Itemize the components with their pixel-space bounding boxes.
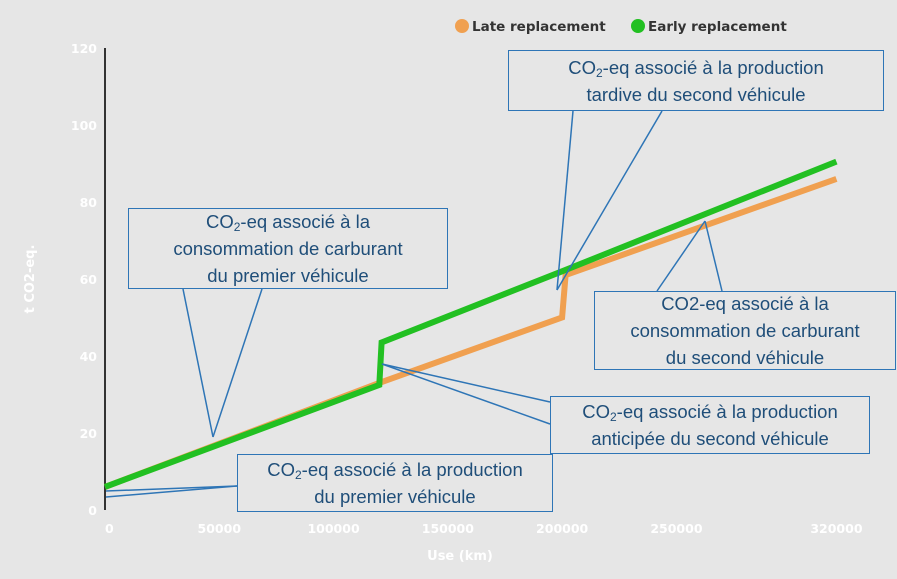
annotation-subscript: 2 <box>294 468 302 482</box>
annotation-text: du premier véhicule <box>314 486 476 507</box>
legend-swatch <box>631 19 645 33</box>
callout-leader-line <box>182 288 214 438</box>
annotation-subscript: 2 <box>609 410 617 424</box>
y-tick-label: 0 <box>88 503 97 518</box>
x-tick-label: 50000 <box>198 521 242 536</box>
legend-label: Late replacement <box>472 19 606 35</box>
annotation-fuel-second: CO2-eq associé à la consommation de carbu… <box>594 291 896 370</box>
annotation-text: CO2-eq associé à la <box>661 293 829 314</box>
annotation-text: CO <box>568 56 596 78</box>
annotation-line: CO2-eq associé à la production <box>568 54 824 81</box>
x-axis-ticks: 0 50000 100000 150000 200000 250000 320000 <box>105 521 863 536</box>
x-tick-label: 200000 <box>536 521 588 536</box>
annotation-line: CO2-eq associé à la <box>206 208 370 235</box>
annotation-text: consommation de carburant <box>173 238 403 259</box>
annotation-text: -eq associé à la <box>240 211 370 232</box>
annotation-text: consommation de carburant <box>630 320 860 341</box>
annotation-prod-first: CO2-eq associé à la production du premier… <box>237 454 553 512</box>
annotation-fuel-first: CO2-eq associé à la consommation de carbu… <box>128 208 448 289</box>
annotation-text: anticipée du second véhicule <box>591 428 829 449</box>
annotation-line: CO2-eq associé à la production <box>267 456 523 483</box>
annotation-text: tardive du second véhicule <box>586 83 806 105</box>
callout-leader-lines <box>105 110 723 498</box>
annotation-line: du premier véhicule <box>314 483 475 510</box>
annotation-prod-early: CO2-eq associé à la production anticipée … <box>550 396 870 454</box>
callout-leader-line <box>704 220 723 292</box>
annotation-line: du second véhicule <box>666 344 824 371</box>
annotation-line: anticipée du second véhicule <box>591 425 829 452</box>
callout-leader-line <box>556 110 663 291</box>
annotation-subscript: 2 <box>595 65 603 80</box>
x-axis-title: Use (km) <box>427 549 493 564</box>
y-tick-label: 60 <box>80 272 98 287</box>
callout-leader-line <box>381 363 551 425</box>
callout-leader-line <box>105 485 238 498</box>
annotation-prod-late: CO2-eq associé à la production tardive du… <box>508 50 884 111</box>
x-tick-label: 320000 <box>810 521 862 536</box>
annotation-text: CO <box>582 401 610 422</box>
annotation-text: -eq associé à la production <box>301 459 523 480</box>
annotation-text: CO <box>205 211 234 232</box>
callout-leader-line <box>105 485 238 492</box>
legend-label: Early replacement <box>648 19 787 35</box>
annotation-line: consommation de carburant <box>173 235 402 262</box>
y-axis-ticks: 0 20 40 60 80 100 120 <box>71 41 97 518</box>
annotation-text: du premier véhicule <box>207 265 369 286</box>
y-tick-label: 120 <box>71 41 97 56</box>
y-tick-label: 100 <box>71 118 97 133</box>
series-line-early-replacement <box>103 158 838 490</box>
annotation-line: du premier véhicule <box>207 262 368 289</box>
x-tick-label: 100000 <box>307 521 359 536</box>
x-tick-label: 150000 <box>422 521 474 536</box>
legend-item[interactable]: Early replacement <box>631 19 787 35</box>
annotation-line: CO2-eq associé à la <box>661 290 829 317</box>
annotation-line: consommation de carburant <box>630 317 859 344</box>
annotation-text: du second véhicule <box>665 347 825 368</box>
annotation-line: CO2-eq associé à la production <box>582 398 838 425</box>
annotation-text: -eq associé à la production <box>602 56 824 78</box>
callout-leader-line <box>381 363 551 403</box>
y-tick-label: 20 <box>80 426 98 441</box>
y-axis-title: t CO2-eq. <box>23 245 38 314</box>
callout-leader-line <box>656 220 706 292</box>
annotation-text: -eq associé à la production <box>616 401 838 422</box>
x-tick-label: 250000 <box>650 521 702 536</box>
series-lines <box>103 158 838 490</box>
legend[interactable]: Late replacement Early replacement <box>455 19 787 35</box>
annotation-text: CO <box>267 459 295 480</box>
x-tick-label: 0 <box>105 521 114 536</box>
annotation-subscript: 2 <box>233 220 241 234</box>
y-tick-label: 80 <box>80 195 98 210</box>
callout-leader-line <box>556 110 574 291</box>
callout-leader-line <box>212 288 263 438</box>
y-tick-label: 40 <box>80 349 98 364</box>
legend-swatch <box>455 19 469 33</box>
legend-item[interactable]: Late replacement <box>455 19 606 35</box>
annotation-line: tardive du second véhicule <box>586 81 805 108</box>
